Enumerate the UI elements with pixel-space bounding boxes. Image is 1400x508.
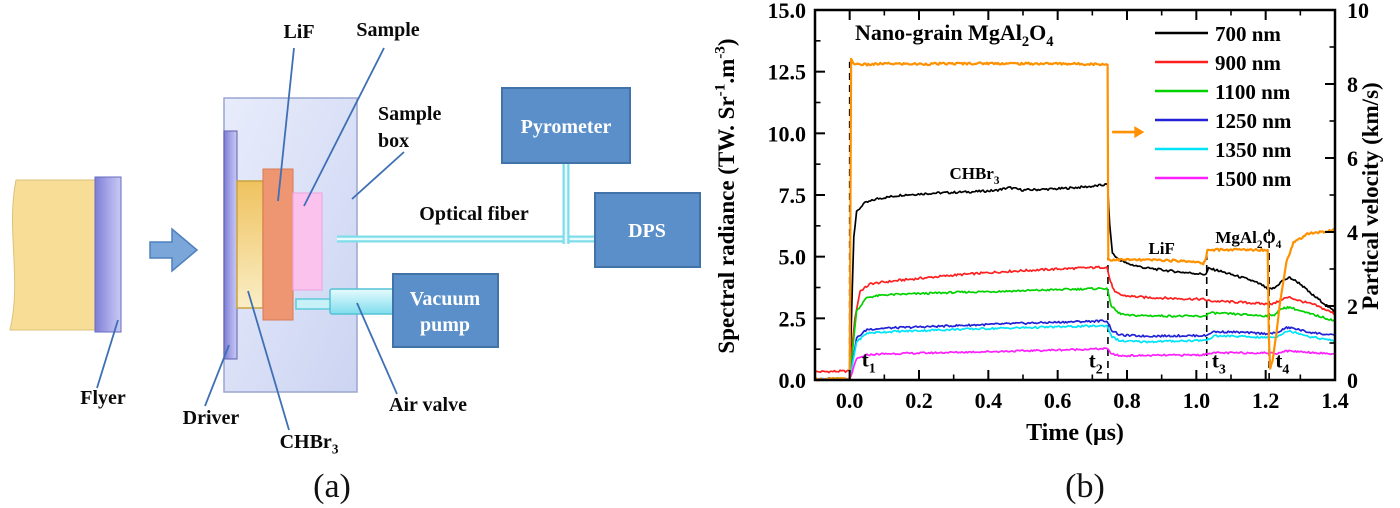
tick-labels: 0.0 0.2 0.4 0.6 0.8 1.0 1.2 1.4 0.0 2.5 5.0 7.5 10.0… — [768, 0, 1370, 413]
event-label-t4: t4 — [1275, 349, 1289, 378]
y-right-tick-label: 4 — [1347, 220, 1358, 245]
sample-target — [292, 192, 323, 291]
x-tick-label: 0.6 — [1044, 388, 1072, 413]
vacuum-pump-label-2: pump — [420, 314, 470, 336]
optical-fiber-lines — [337, 163, 596, 244]
panel-a-diagram: LiF Sample Sample box Optical fiber Air … — [9, 19, 701, 505]
annotation-mgal2o4: MgAl2O4 — [1215, 228, 1281, 251]
sample-box-label-2: box — [378, 130, 409, 152]
series-curves — [814, 57, 1336, 382]
legend-label-900-nm: 900 nm — [1215, 51, 1281, 75]
series-line-1100-nm — [814, 286, 1336, 382]
x-tick-label: 0.8 — [1113, 388, 1141, 413]
legend-label-1250-nm: 1250 nm — [1215, 109, 1292, 133]
sample-label: Sample — [356, 19, 419, 41]
series-line-700-nm — [814, 183, 1336, 382]
plot-frame — [813, 8, 1337, 382]
impact-arrow-icon — [149, 227, 199, 273]
pyrometer-label: Pyrometer — [521, 116, 612, 138]
legend-label-1100-nm: 1100 nm — [1215, 80, 1291, 104]
series-line-1250-nm — [814, 319, 1336, 382]
sabot-body — [9, 179, 108, 331]
air-valve-tube — [329, 288, 395, 315]
y-right-tick-label: 2 — [1347, 294, 1358, 319]
annotation-lif: LiF — [1148, 239, 1174, 258]
event-label-t3: t3 — [1212, 349, 1226, 378]
event-label-t1: t1 — [862, 347, 876, 376]
event-label-t2: t2 — [1089, 349, 1103, 378]
x-tick-label: 0.0 — [836, 388, 864, 413]
valve-connector — [295, 298, 333, 310]
caption-a: (a) — [313, 468, 351, 505]
y-axis-title-left: Spectral radiance (TW. Sr-1.m-3) — [711, 38, 739, 353]
y-left-tick-label: 5.0 — [779, 245, 807, 270]
chart-title: Nano-grain MgAl2O4 — [855, 20, 1053, 50]
air-valve-label: Air valve — [389, 394, 467, 416]
x-tick-label: 1.2 — [1252, 388, 1280, 413]
y-left-tick-label: 2.5 — [779, 306, 807, 331]
leader-lines — [96, 47, 405, 431]
dps-label: DPS — [628, 220, 666, 242]
series-line-1350-nm — [814, 324, 1336, 382]
y-axis-title-right: Partical velocity (km/s) — [1358, 82, 1383, 309]
legend-label-1350-nm: 1350 nm — [1215, 138, 1292, 162]
y-left-tick-label: 15.0 — [768, 0, 807, 23]
lif-label: LiF — [283, 21, 314, 43]
x-tick-label: 1.0 — [1183, 388, 1211, 413]
legend-label-1500-nm: 1500 nm — [1215, 167, 1292, 191]
chbr3-cell — [236, 180, 264, 309]
optical-fiber-label: Optical fiber — [419, 203, 529, 225]
y-right-tick-label: 6 — [1347, 146, 1358, 171]
annotation-chbr3: CHBr3 — [949, 164, 999, 187]
legend-label-700-nm: 700 nm — [1215, 22, 1281, 46]
y-left-tick-label: 10.0 — [768, 121, 807, 146]
dps-box — [594, 192, 701, 268]
sample-box-label-1: Sample — [378, 103, 441, 125]
velocity-arrow-head-icon — [1134, 126, 1145, 139]
vacuum-pump-box — [392, 273, 499, 348]
y-left-tick-label: 7.5 — [779, 183, 807, 208]
x-axis-title: Time (μs) — [1026, 420, 1124, 446]
x-tick-label: 1.4 — [1321, 388, 1349, 413]
y-right-tick-label: 10 — [1347, 0, 1369, 23]
panel-b-chart: 0.0 0.2 0.4 0.6 0.8 1.0 1.2 1.4 0.0 2.5 5.0 7.5 10.0… — [711, 0, 1383, 505]
legend: 700 nm 900 nm 1100 nm 1250 nm 1350 nm 1500 nm — [1155, 22, 1292, 191]
pyrometer-box — [501, 87, 631, 164]
y-left-tick-label: 0.0 — [779, 368, 807, 393]
series-line-900-nm — [814, 265, 1336, 374]
y-right-tick-label: 0 — [1347, 368, 1358, 393]
chbr3-label: CHBr3 — [280, 431, 339, 457]
flyer-plate — [94, 176, 122, 333]
lif-window — [262, 168, 294, 321]
driver-label: Driver — [183, 407, 240, 429]
vacuum-pump-label-1: Vacuum — [410, 288, 481, 310]
series-line-particle-velocity — [814, 57, 1336, 382]
caption-b: (b) — [1065, 468, 1105, 505]
flyer-label: Flyer — [80, 387, 126, 409]
x-tick-label: 0.2 — [905, 388, 933, 413]
annotations: t1 t2 t3 t4 CHBr3 LiF MgAl2O4 — [862, 126, 1289, 378]
y-left-tick-label: 12.5 — [768, 60, 807, 85]
x-tick-label: 0.4 — [975, 388, 1003, 413]
series-line-1500-nm — [814, 347, 1336, 382]
driver-plate — [223, 130, 238, 360]
y-right-tick-label: 8 — [1347, 72, 1358, 97]
